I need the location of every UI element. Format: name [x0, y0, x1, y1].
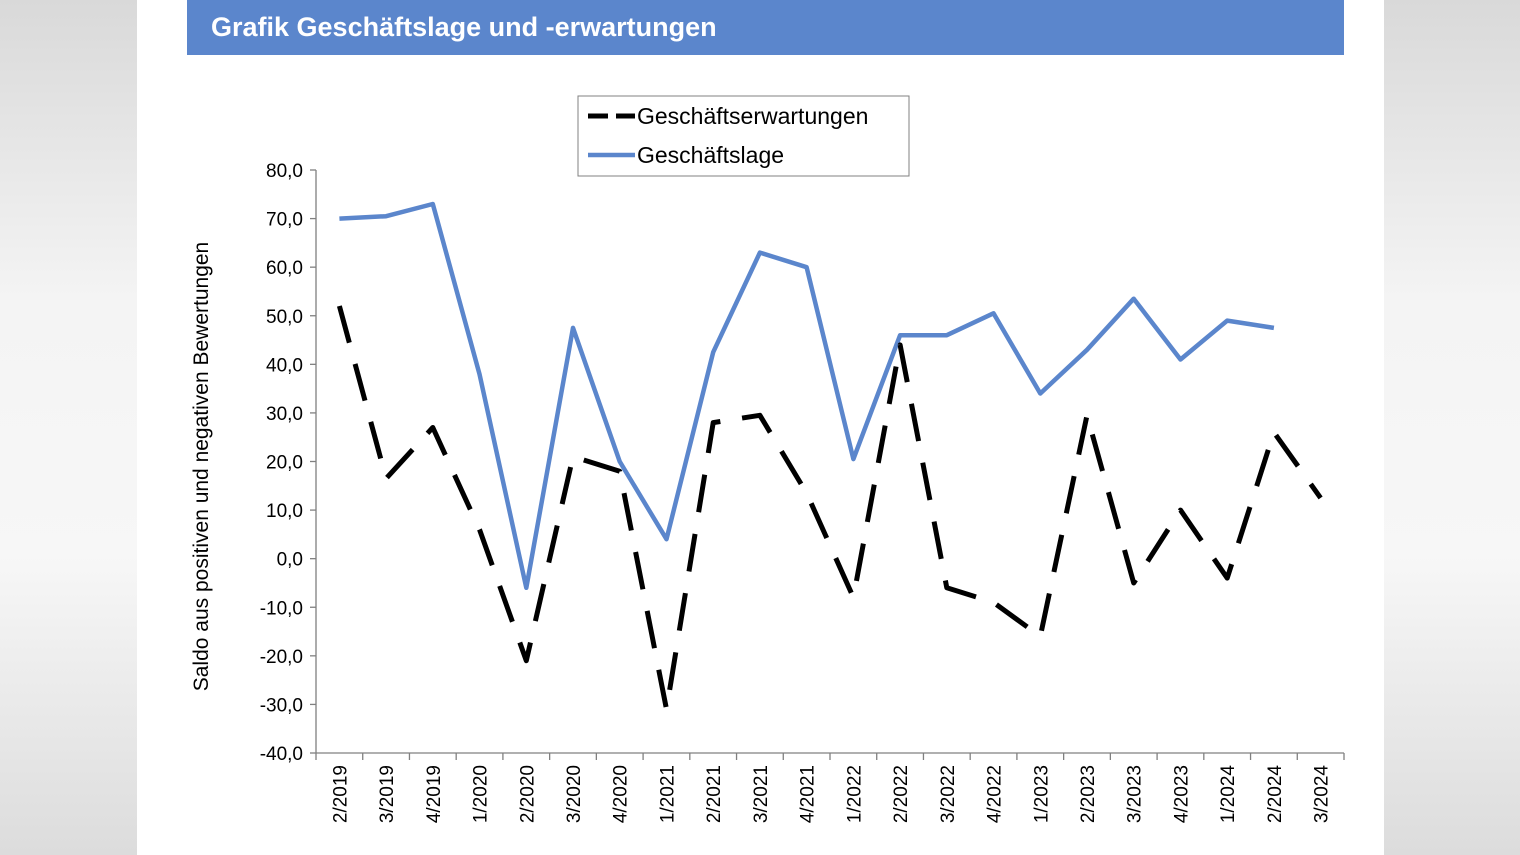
x-tick-label: 3/2023 — [1125, 765, 1146, 823]
x-tick-label: 1/2024 — [1218, 765, 1239, 824]
x-tick-label: 4/2021 — [798, 765, 819, 823]
x-tick-label: 2/2024 — [1265, 765, 1286, 824]
y-tick-label: 40,0 — [266, 355, 303, 376]
x-tick-label: 4/2019 — [424, 765, 445, 823]
y-tick-label: 80,0 — [266, 161, 303, 182]
y-tick-label: 20,0 — [266, 453, 303, 474]
y-tick-label: -20,0 — [260, 647, 303, 668]
series-line-geschaeftserwartungen — [336, 305, 1323, 712]
x-tick-label: 1/2022 — [844, 765, 865, 823]
legend-box — [577, 95, 910, 177]
x-tick-label: 2/2019 — [330, 765, 351, 823]
y-tick-label: 60,0 — [266, 258, 303, 279]
x-tick-label: 3/2020 — [564, 765, 585, 823]
x-axis-ticks: 2/2019 3/2019 4/2019 1/2020 2/2020 3/2020 4/20… — [315, 753, 1345, 824]
y-tick-label: 70,0 — [266, 210, 303, 231]
x-tick-label: 2/2021 — [704, 765, 725, 823]
series-layer — [336, 201, 1323, 712]
y-axis-ticks: 80,0 70,0 60,0 50,0 40,0 30,0 20,0 10,0 0,0 -10,0… — [260, 161, 316, 765]
x-tick-label: 1/2020 — [471, 765, 492, 823]
y-tick-label: -10,0 — [260, 598, 303, 619]
chart-title: Grafik Geschäftslage und -erwartungen — [211, 12, 717, 42]
y-tick-label: 50,0 — [266, 307, 303, 328]
y-axis-label: Saldo aus positiven und negativen Bewert… — [190, 242, 213, 692]
x-tick-label: 1/2023 — [1031, 765, 1052, 823]
legend-label: Geschäftserwartungen — [637, 103, 868, 129]
x-tick-label: 2/2020 — [517, 765, 538, 823]
series-line-geschaeftslage — [339, 201, 1275, 591]
legend: Geschäftserwartungen Geschäftslage — [577, 95, 910, 177]
x-tick-label: 1/2021 — [657, 765, 678, 823]
legend-label: Geschäftslage — [637, 142, 784, 168]
chart-axes — [315, 170, 1344, 754]
y-tick-label: 30,0 — [266, 404, 303, 425]
x-tick-label: 4/2020 — [611, 765, 632, 823]
x-tick-label: 3/2019 — [377, 765, 398, 823]
x-tick-label: 2/2022 — [891, 765, 912, 823]
x-tick-label: 2/2023 — [1078, 765, 1099, 823]
x-tick-label: 3/2024 — [1312, 765, 1333, 824]
x-tick-label: 3/2021 — [751, 765, 772, 823]
y-tick-label: -30,0 — [260, 695, 303, 716]
title-bar: Grafik Geschäftslage und -erwartungen — [187, 0, 1344, 55]
x-tick-label: 3/2022 — [938, 765, 959, 823]
y-tick-label: 10,0 — [266, 501, 303, 522]
y-tick-label: -40,0 — [260, 744, 303, 765]
x-tick-label: 4/2022 — [985, 765, 1006, 823]
y-tick-label: 0,0 — [277, 550, 303, 571]
x-tick-label: 4/2023 — [1171, 765, 1192, 823]
